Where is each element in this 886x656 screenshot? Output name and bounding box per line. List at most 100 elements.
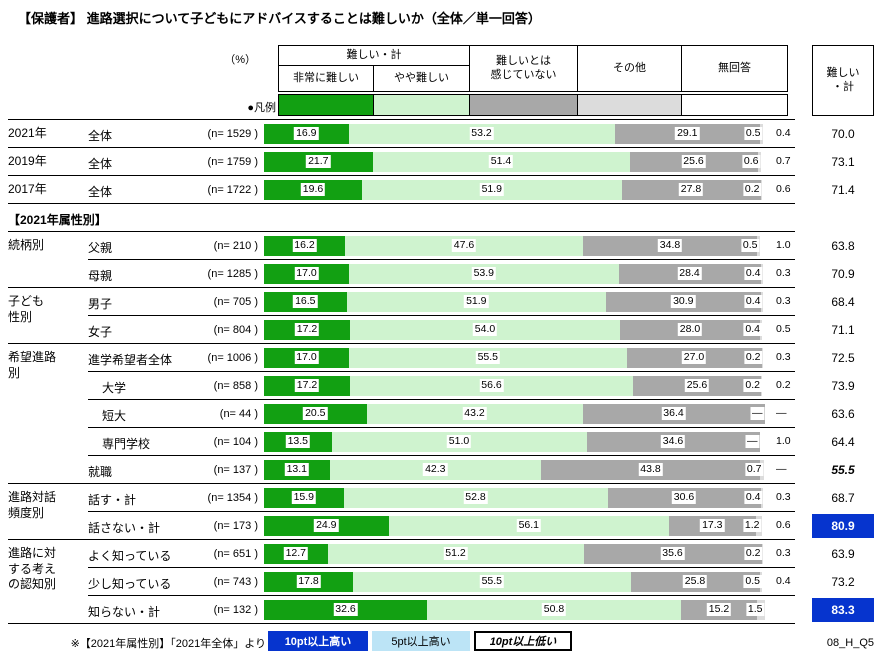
table-row: 話さない・計 (n= 173 ) 24.9 56.1 17.3 1.2 0.6 (8, 512, 795, 540)
total-value: 80.9 (812, 514, 874, 538)
group-label: 進路に対 する考え の認知別 (8, 546, 57, 592)
table-row: 大学 (n= 858 ) 17.2 56.6 25.6 0.2 0.2 (8, 372, 795, 400)
segment-value-very-difficult: 13.5 (285, 435, 311, 448)
segment-value-somewhat-difficult: 54.0 (472, 323, 498, 336)
row-sample-size: (n= 173 ) (213, 520, 258, 532)
group-label: 子ども 性別 (8, 294, 45, 324)
segment-value-somewhat-difficult: 52.8 (463, 491, 488, 504)
bar-segment-no-answer (762, 488, 764, 508)
row-sample-size: (n= 132 ) (213, 604, 258, 616)
segment-value-no-answer: — (774, 407, 789, 420)
segment-value-very-difficult: 21.7 (306, 155, 331, 168)
row-sample-size: (n= 1759 ) (207, 156, 258, 168)
total-value: 73.2 (831, 575, 855, 589)
row-sample-size: (n= 1006 ) (207, 352, 258, 364)
segment-value-other: 0.2 (743, 547, 763, 560)
segment-value-somewhat-difficult: 55.5 (479, 575, 505, 588)
total-value: 71.1 (831, 323, 855, 337)
row-label: 進学希望者全体 (88, 353, 173, 367)
page-title: 【保護者】 進路選択について子どもにアドバイスすることは難しいか（全体／単一回答… (18, 11, 541, 26)
bar-segment-no-answer (762, 376, 763, 396)
segment-value-other: 0.6 (741, 155, 761, 168)
table-row: 進学希望者全体 (n= 1006 ) 17.0 55.5 27.0 0.2 0.3 (8, 344, 795, 372)
table-row: 全体 (n= 1759 ) 21.7 51.4 25.6 0.6 0.7 (8, 148, 795, 176)
segment-value-other: 0.2 (743, 379, 762, 392)
section-title: 【2021年属性別】 (8, 213, 107, 227)
segment-value-not-difficult: 43.8 (638, 463, 663, 476)
segment-value-very-difficult: 17.8 (296, 575, 321, 588)
segment-value-not-difficult: 29.1 (675, 127, 700, 140)
row-sample-size: (n= 1285 ) (207, 268, 258, 280)
column-header-other: その他 (577, 45, 682, 92)
column-header-very-difficult: 非常に難しい (278, 65, 374, 92)
segment-value-very-difficult: 32.6 (333, 603, 358, 616)
segment-value-no-answer: 0.3 (774, 491, 793, 504)
row-label: 専門学校 (102, 437, 151, 451)
table-row: 話す・計 (n= 1354 ) 15.9 52.8 30.6 0.4 0.3 (8, 484, 795, 512)
total-value: 55.5 (831, 463, 855, 477)
segment-value-other: 1.5 (745, 603, 765, 616)
total-value: 70.9 (831, 267, 855, 281)
segment-value-not-difficult: 30.9 (671, 295, 696, 308)
row-label: 全体 (88, 185, 113, 199)
segment-value-no-answer: 0.3 (774, 295, 793, 308)
segment-value-other: 0.4 (743, 295, 763, 308)
bar-segment-no-answer (762, 320, 765, 340)
bar-segment-no-answer (762, 124, 765, 144)
segment-value-very-difficult: 17.0 (294, 351, 319, 364)
table-row: 短大 (n= 44 ) 20.5 43.2 36.4 — — (8, 400, 795, 428)
row-label: 大学 (102, 381, 127, 395)
stacked-bar (264, 236, 765, 256)
segment-value-no-answer: 0.3 (774, 547, 793, 560)
row-sample-size: (n= 104 ) (213, 436, 258, 448)
total-column-header: 難しい ・計 (812, 45, 874, 116)
segment-value-somewhat-difficult: 53.2 (469, 127, 494, 140)
total-value: 73.9 (831, 379, 855, 393)
legend-key-very-difficult (278, 94, 374, 116)
total-value: 63.8 (831, 239, 855, 253)
legend-key-not-difficult (469, 94, 578, 116)
total-value: 68.4 (831, 295, 855, 309)
stacked-bar (264, 460, 764, 480)
group-label: 進路対話 頻度別 (8, 490, 57, 520)
segment-value-other: 0.5 (743, 127, 763, 140)
group-label: 続柄別 (8, 238, 45, 252)
difficult-total-bracket: 難しい・計 (278, 45, 470, 66)
segment-value-other: 0.2 (742, 183, 762, 196)
table-row: 専門学校 (n= 104 ) 13.5 51.0 34.6 — 1.0 (8, 428, 795, 456)
segment-value-somewhat-difficult: 55.5 (475, 351, 501, 364)
total-value: 83.3 (812, 598, 874, 622)
footnote-badge-5pt-higher: 5pt以上高い (372, 631, 470, 651)
row-label: 知らない・計 (88, 605, 161, 619)
row-label: 全体 (88, 157, 113, 171)
segment-value-not-difficult: 34.6 (660, 435, 686, 448)
segment-value-not-difficult: 30.6 (671, 491, 697, 504)
row-label: 全体 (88, 129, 113, 143)
footnote-badge-10pt-lower: 10pt以上低い (474, 631, 572, 651)
footnote-badge-10pt-higher: 10pt以上高い (268, 631, 368, 651)
segment-value-very-difficult: 12.7 (283, 547, 309, 560)
table-row: 全体 (n= 1529 ) 16.9 53.2 29.1 0.5 0.4 (8, 120, 795, 148)
segment-value-somewhat-difficult: 51.0 (446, 435, 472, 448)
segment-value-somewhat-difficult: 53.9 (471, 267, 497, 280)
table-row: 少し知っている (n= 743 ) 17.8 55.5 25.8 0.5 0.4 (8, 568, 795, 596)
group-cell: 2017年 (8, 176, 88, 204)
table-row: 全体 (n= 1722 ) 19.6 51.9 27.8 0.2 0.6 (8, 176, 795, 204)
row-label: よく知っている (88, 549, 172, 563)
segment-value-not-difficult: 27.0 (681, 351, 707, 364)
row-label: 話さない・計 (88, 521, 161, 535)
segment-value-very-difficult: 13.1 (284, 463, 310, 476)
segment-value-somewhat-difficult: 51.9 (479, 183, 505, 196)
table-row: 就職 (n= 137 ) 13.1 42.3 43.8 0.7 — (8, 456, 795, 484)
group-label: 2019年 (8, 154, 47, 168)
total-value: 70.0 (831, 127, 855, 141)
bar-segment-no-answer (762, 348, 764, 368)
segment-value-very-difficult: 17.2 (294, 379, 320, 392)
row-sample-size: (n= 1722 ) (207, 184, 258, 196)
bar-segment-no-answer (760, 152, 764, 172)
row-label: 母親 (88, 269, 113, 283)
column-header-no-answer: 無回答 (681, 45, 788, 92)
legend-key-no-answer (681, 94, 788, 116)
row-sample-size: (n= 743 ) (213, 576, 258, 588)
